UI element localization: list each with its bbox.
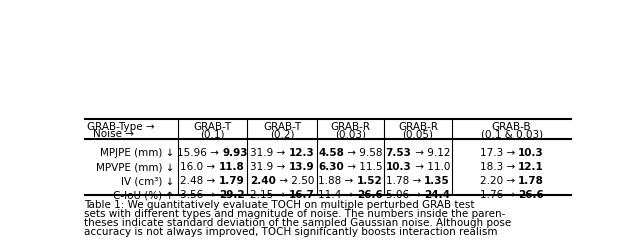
Text: theses indicate standard deviation of the sampled Gaussian noise. Although pose: theses indicate standard deviation of th… — [84, 218, 511, 228]
Text: GRAB-R: GRAB-R — [330, 122, 371, 132]
Text: 16.0 →: 16.0 → — [180, 162, 219, 172]
Text: → 9.12: → 9.12 — [412, 148, 450, 158]
Text: GRAB-Type →: GRAB-Type → — [87, 122, 155, 132]
Text: 15.96 →: 15.96 → — [177, 148, 222, 158]
Text: Table 1: We quantitatively evaluate TOCH on multiple perturbed GRAB test: Table 1: We quantitatively evaluate TOCH… — [84, 200, 474, 210]
Text: 10.3: 10.3 — [386, 162, 412, 172]
Text: Noise →: Noise → — [93, 129, 134, 139]
Text: sets with different types and magnitude of noise. The numbers inside the paren-: sets with different types and magnitude … — [84, 209, 505, 219]
Text: 1.88 →: 1.88 → — [318, 176, 357, 186]
Text: MPVPE (mm) ↓: MPVPE (mm) ↓ — [96, 162, 175, 172]
Text: (0.1 & 0.03): (0.1 & 0.03) — [481, 129, 543, 139]
Text: 12.1: 12.1 — [518, 162, 544, 172]
Text: 1.79: 1.79 — [219, 176, 244, 186]
Text: 9.93: 9.93 — [222, 148, 248, 158]
Text: 11.4 →: 11.4 → — [318, 190, 357, 200]
Text: C-IoU (%) ↑: C-IoU (%) ↑ — [113, 190, 175, 200]
Text: accuracy is not always improved, TOCH significantly boosts interaction realism: accuracy is not always improved, TOCH si… — [84, 227, 497, 237]
Text: 29.2: 29.2 — [219, 190, 244, 200]
Text: 6.30: 6.30 — [318, 162, 344, 172]
Text: 4.58: 4.58 — [318, 148, 344, 158]
Text: → 11.5: → 11.5 — [344, 162, 383, 172]
Text: → 9.58: → 9.58 — [344, 148, 383, 158]
Text: 26.6: 26.6 — [357, 190, 383, 200]
Text: 2.40: 2.40 — [250, 176, 276, 186]
Text: (0.1): (0.1) — [200, 129, 225, 139]
Text: 2.48 →: 2.48 → — [180, 176, 219, 186]
Text: MPJPE (mm) ↓: MPJPE (mm) ↓ — [100, 148, 175, 158]
Text: (0.2): (0.2) — [270, 129, 294, 139]
Text: GRAB-R: GRAB-R — [398, 122, 438, 132]
Text: 2.15 →: 2.15 → — [250, 190, 289, 200]
Text: 31.9 →: 31.9 → — [250, 148, 289, 158]
Text: IV (cm³) ↓: IV (cm³) ↓ — [121, 176, 175, 186]
Text: 31.9 →: 31.9 → — [250, 162, 289, 172]
Text: 1.52: 1.52 — [357, 176, 383, 186]
Text: 24.4: 24.4 — [424, 190, 450, 200]
Text: 17.3 →: 17.3 → — [479, 148, 518, 158]
Text: 1.76 →: 1.76 → — [479, 190, 518, 200]
Text: 5.06 →: 5.06 → — [386, 190, 424, 200]
Text: GRAB-B: GRAB-B — [492, 122, 531, 132]
Text: 10.3: 10.3 — [518, 148, 544, 158]
Text: 1.78: 1.78 — [518, 176, 544, 186]
Text: 16.7: 16.7 — [289, 190, 314, 200]
Text: 1.35: 1.35 — [424, 176, 450, 186]
Text: 1.78 →: 1.78 → — [386, 176, 424, 186]
Text: 12.3: 12.3 — [289, 148, 314, 158]
Text: → 11.0: → 11.0 — [412, 162, 450, 172]
Text: 18.3 →: 18.3 → — [479, 162, 518, 172]
Text: (0.05): (0.05) — [403, 129, 433, 139]
Text: 13.9: 13.9 — [289, 162, 314, 172]
Text: 26.6: 26.6 — [518, 190, 544, 200]
Text: GRAB-T: GRAB-T — [263, 122, 301, 132]
Text: (0.03): (0.03) — [335, 129, 366, 139]
Text: 3.56 →: 3.56 → — [180, 190, 219, 200]
Text: → 2.50: → 2.50 — [276, 176, 314, 186]
Text: 11.8: 11.8 — [219, 162, 244, 172]
Text: 2.20 →: 2.20 → — [479, 176, 518, 186]
Text: 7.53: 7.53 — [386, 148, 412, 158]
Text: GRAB-T: GRAB-T — [193, 122, 232, 132]
